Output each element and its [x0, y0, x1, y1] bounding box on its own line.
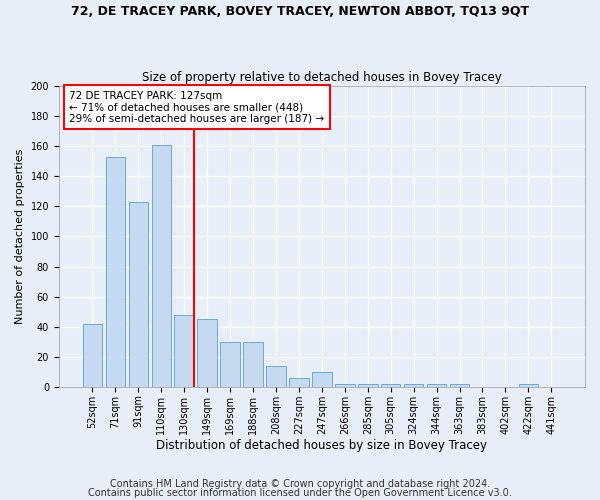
Bar [404, 384, 424, 387]
Text: Contains HM Land Registry data © Crown copyright and database right 2024.: Contains HM Land Registry data © Crown c… [110, 479, 490, 489]
X-axis label: Distribution of detached houses by size in Bovey Tracey: Distribution of detached houses by size … [157, 440, 487, 452]
Bar [106, 156, 125, 387]
Bar [197, 319, 217, 387]
Bar [244, 342, 263, 387]
Bar [518, 384, 538, 387]
Bar [220, 342, 240, 387]
Bar [266, 366, 286, 387]
Bar [335, 384, 355, 387]
Title: Size of property relative to detached houses in Bovey Tracey: Size of property relative to detached ho… [142, 70, 502, 84]
Bar [427, 384, 446, 387]
Bar [128, 202, 148, 387]
Bar [83, 324, 102, 387]
Text: Contains public sector information licensed under the Open Government Licence v3: Contains public sector information licen… [88, 488, 512, 498]
Bar [381, 384, 400, 387]
Text: 72, DE TRACEY PARK, BOVEY TRACEY, NEWTON ABBOT, TQ13 9QT: 72, DE TRACEY PARK, BOVEY TRACEY, NEWTON… [71, 5, 529, 18]
Bar [312, 372, 332, 387]
Bar [152, 144, 171, 387]
Text: 72 DE TRACEY PARK: 127sqm
← 71% of detached houses are smaller (448)
29% of semi: 72 DE TRACEY PARK: 127sqm ← 71% of detac… [70, 90, 325, 124]
Y-axis label: Number of detached properties: Number of detached properties [15, 148, 25, 324]
Bar [358, 384, 377, 387]
Bar [450, 384, 469, 387]
Bar [175, 314, 194, 387]
Bar [289, 378, 308, 387]
